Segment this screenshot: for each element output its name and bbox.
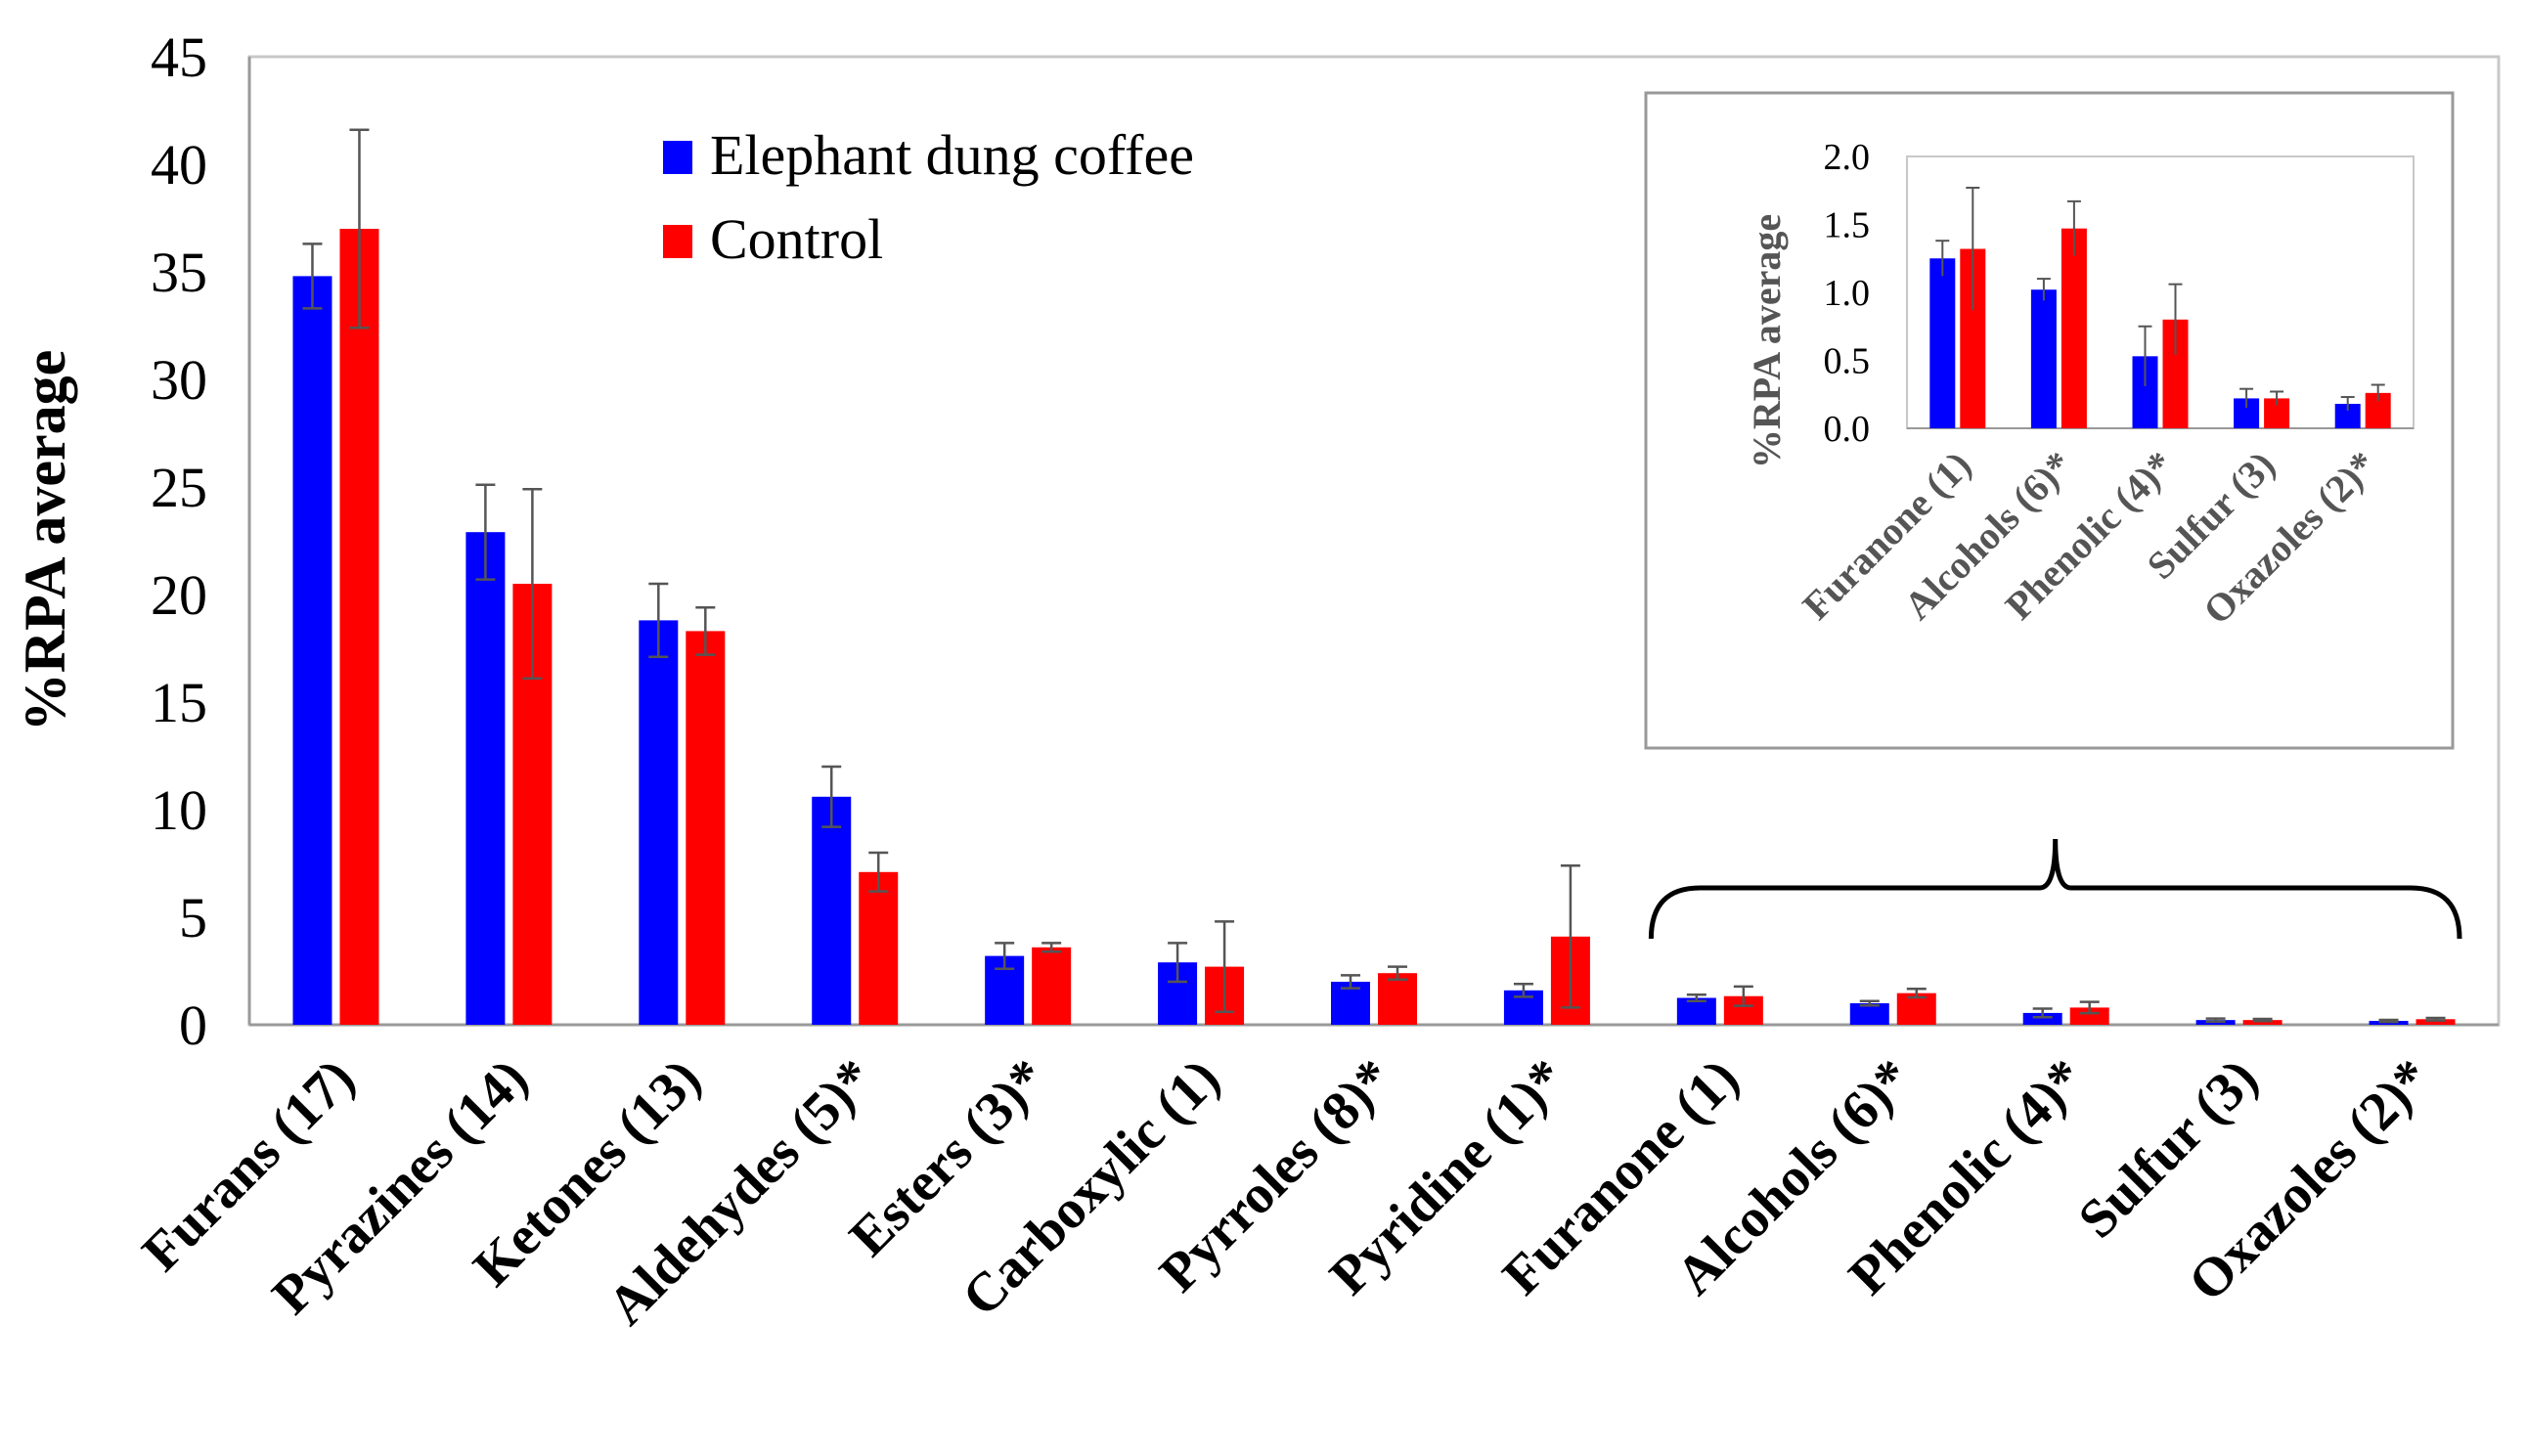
bar-elephant-dung-coffee-aldehydes-5 [812, 796, 852, 1025]
bar-elephant-dung-coffee-furans-17 [292, 276, 332, 1025]
bar-elephant-dung-coffee-alcohols-6 [1849, 1003, 1889, 1025]
inset-y-axis-label: %RPA average [1745, 214, 1789, 468]
y-tick-label: 25 [151, 456, 207, 519]
legend-label-control: Control [710, 207, 883, 271]
bar-control-phenolic-4 [2069, 1007, 2109, 1025]
bar-elephant-dung-coffee-phenolic-4 [2022, 1012, 2062, 1025]
inset-y-tick-label: 2.0 [1824, 137, 1871, 178]
inset-y-tick-label: 0.5 [1824, 341, 1871, 382]
bar-elephant-dung-coffee-ketones-13 [639, 620, 679, 1025]
legend: Elephant dung coffee Control [663, 123, 1194, 271]
y-tick-label: 15 [151, 671, 207, 734]
y-tick-label: 35 [151, 241, 207, 304]
legend-swatch-elephant-dung-coffee [663, 141, 692, 174]
inset-bar-control-alcohols-6 [2061, 228, 2087, 428]
y-tick-label: 10 [151, 778, 207, 842]
inset-bar-elephant-dung-coffee-furanone-1 [1929, 258, 1956, 428]
bar-control-esters-3 [1032, 947, 1072, 1025]
y-tick-label: 0 [179, 993, 207, 1057]
bar-control-sulfur-3 [2242, 1020, 2282, 1025]
y-tick-label: 20 [151, 563, 207, 627]
inset-y-tick-label: 1.5 [1824, 205, 1871, 246]
inset-y-tick-label: 1.0 [1824, 273, 1871, 314]
y-tick-label: 40 [151, 133, 207, 197]
legend-swatch-control [663, 225, 692, 258]
bar-control-ketones-13 [686, 631, 726, 1025]
bar-control-pyrroles-8 [1378, 973, 1417, 1025]
bar-control-aldehydes-5 [859, 871, 899, 1025]
bar-elephant-dung-coffee-furanone-1 [1676, 997, 1716, 1025]
bar-elephant-dung-coffee-pyrazines-14 [465, 532, 506, 1025]
y-tick-label: 30 [151, 348, 207, 412]
legend-label-elephant-dung-coffee: Elephant dung coffee [710, 123, 1194, 187]
inset-y-tick-label: 0.0 [1824, 409, 1871, 450]
y-tick-label: 5 [179, 886, 207, 949]
y-tick-label: 45 [151, 25, 207, 89]
inset-bar-elephant-dung-coffee-alcohols-6 [2030, 289, 2057, 428]
y-axis-label: %RPA average [13, 350, 77, 731]
bar-control-oxazoles-2 [2415, 1019, 2456, 1025]
bar-control-furans-17 [339, 229, 379, 1025]
grouping-brace [1648, 838, 2462, 940]
